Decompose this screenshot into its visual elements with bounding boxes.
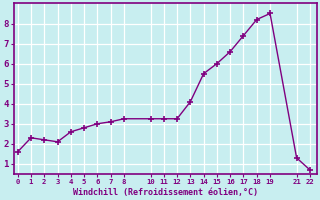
X-axis label: Windchill (Refroidissement éolien,°C): Windchill (Refroidissement éolien,°C) xyxy=(73,188,258,197)
